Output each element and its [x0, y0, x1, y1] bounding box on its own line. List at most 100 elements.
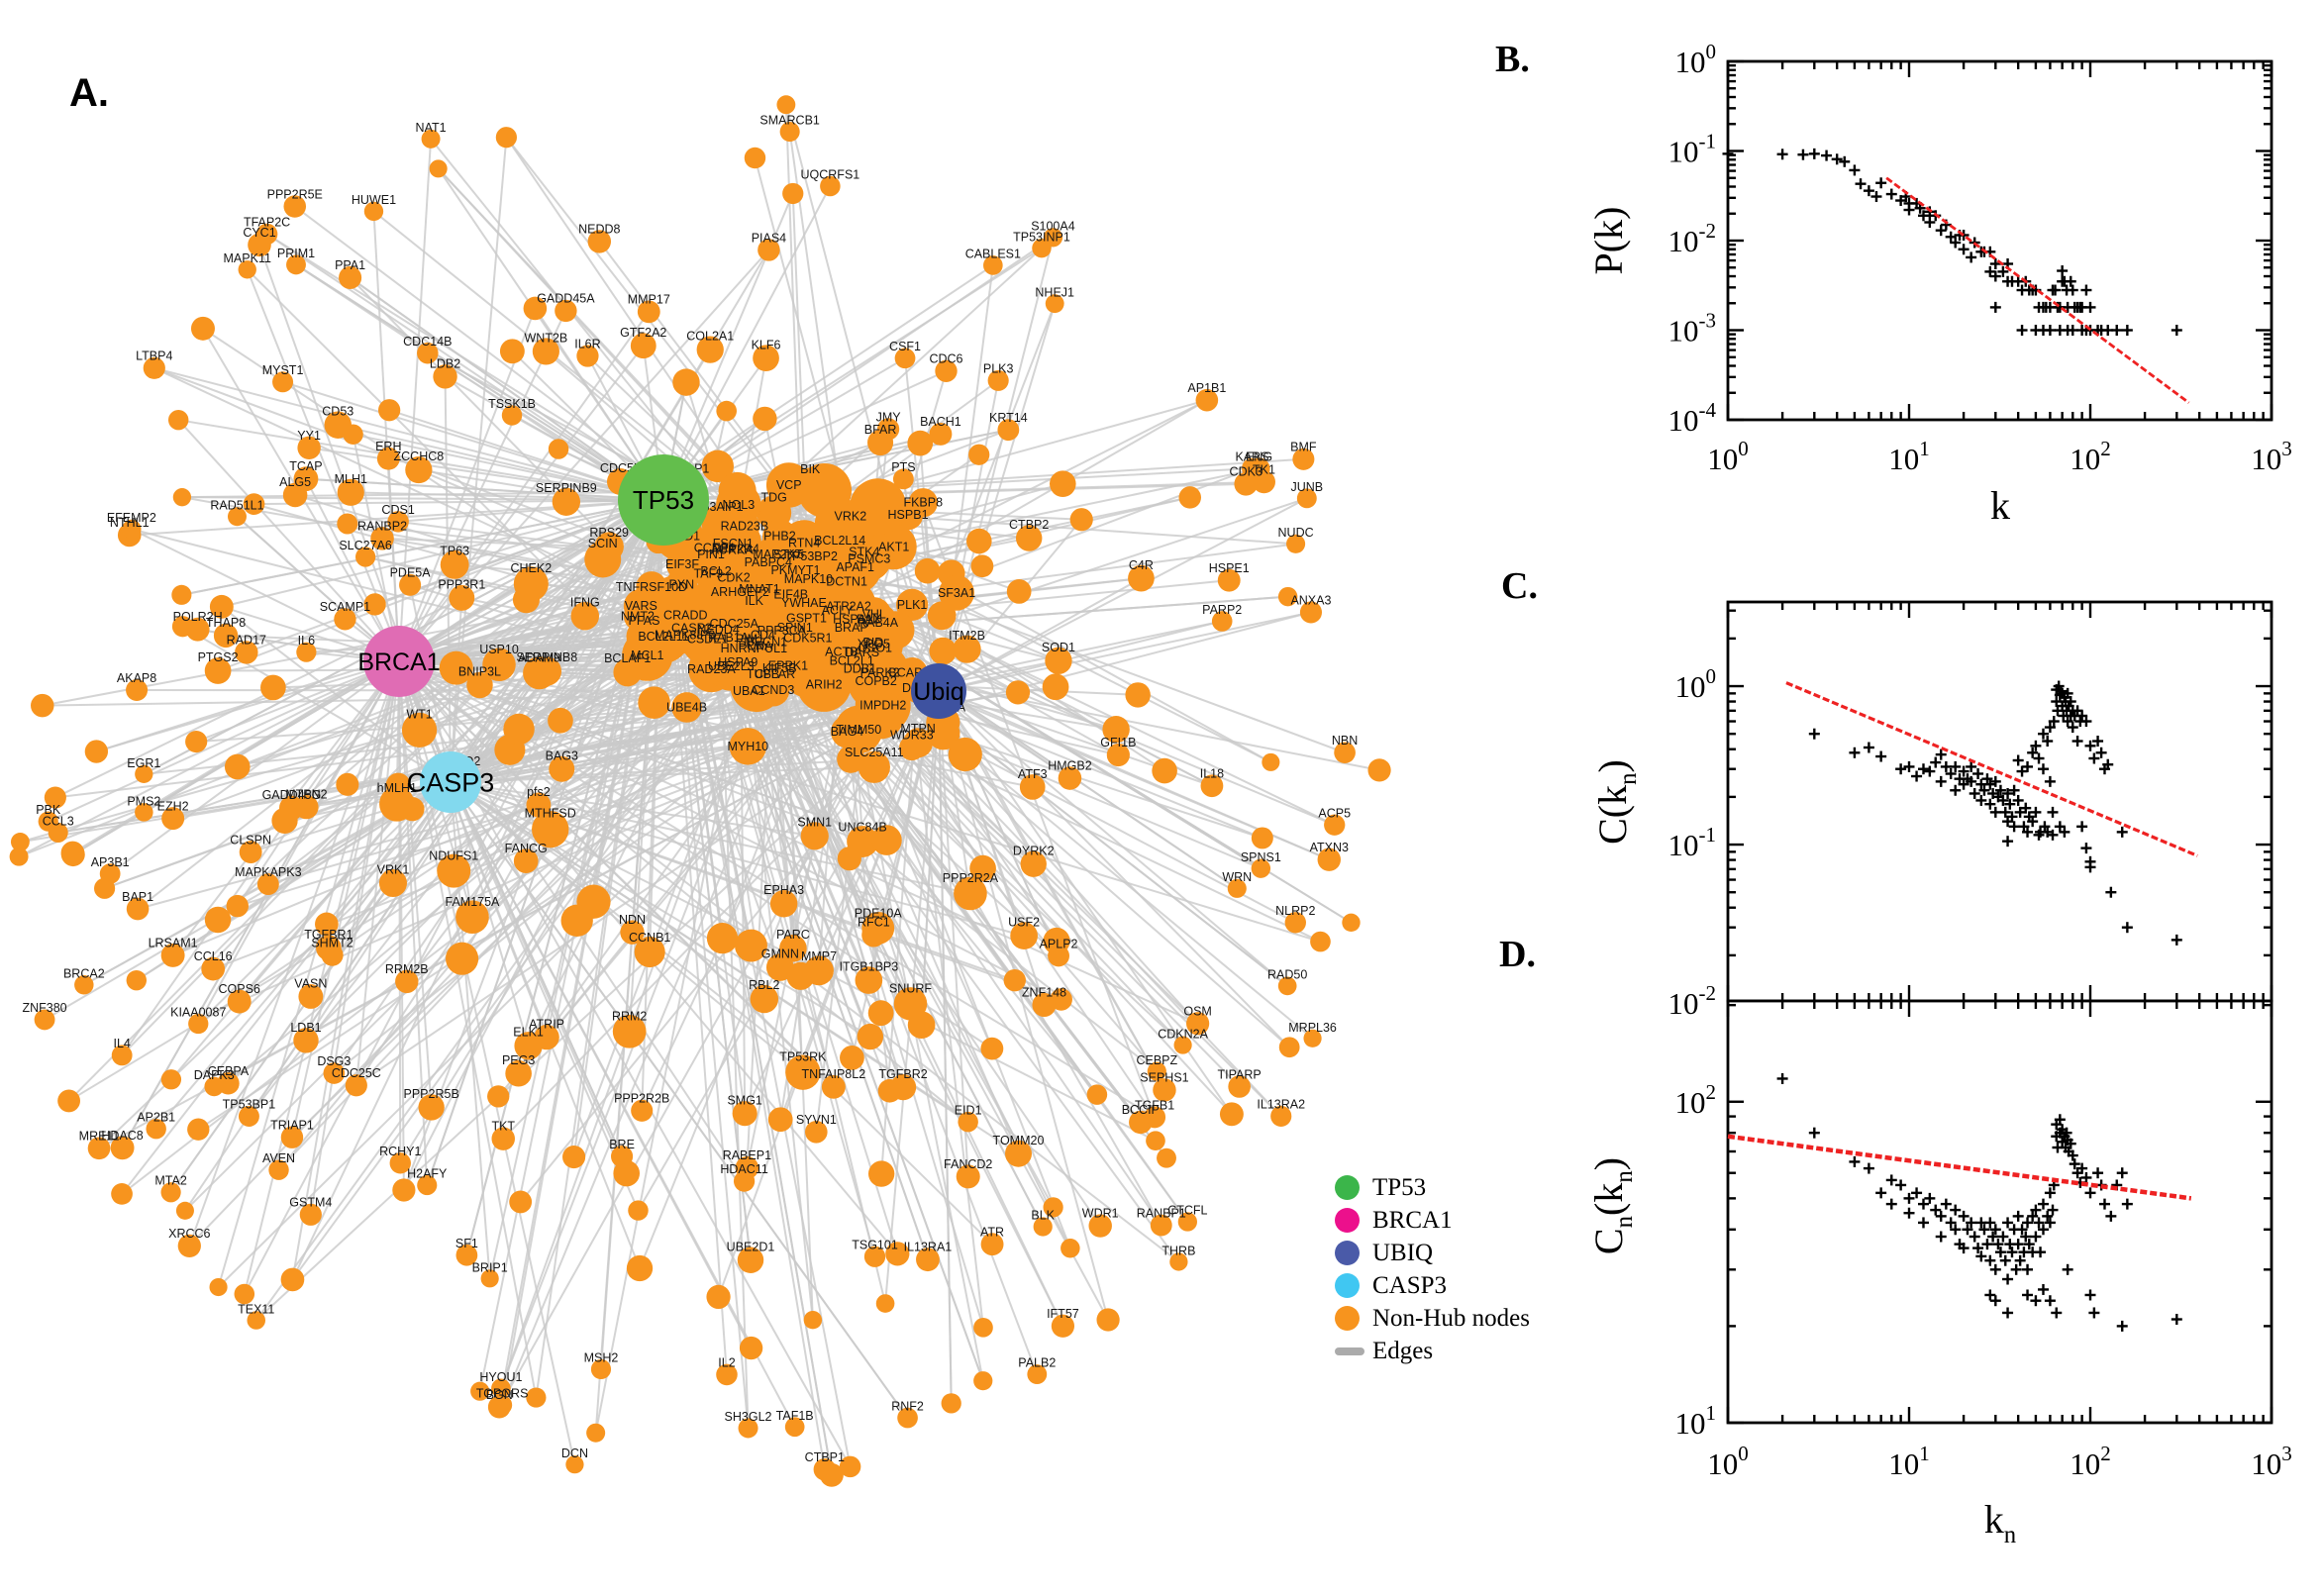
gene-label: S100A4	[1031, 220, 1075, 234]
gene-label: CASP2	[671, 622, 712, 636]
gene-node	[769, 889, 798, 918]
network-edge	[398, 264, 994, 662]
gene-node	[1102, 716, 1130, 744]
gene-label: GADD45A	[537, 292, 595, 306]
gene-label: CSF1	[889, 340, 921, 353]
network-edge	[848, 467, 1260, 555]
gene-node	[837, 847, 861, 871]
gene-label: MCL1	[631, 648, 663, 662]
gene-node	[31, 693, 54, 718]
tick-label: 100	[1675, 40, 1717, 79]
gene-label: OSM	[1183, 1004, 1211, 1018]
gene-node	[38, 811, 58, 832]
gene-node	[171, 584, 192, 605]
gene-node	[336, 772, 359, 796]
gene-node	[1299, 601, 1323, 624]
gene-label: RAD51L1	[210, 499, 263, 513]
gene-node	[980, 1037, 1004, 1060]
gene-label: ERH	[375, 440, 401, 453]
gene-label: CSDE1	[687, 632, 729, 646]
network-edge	[254, 639, 752, 1322]
network-edge	[717, 629, 1098, 1096]
gene-label: AP3B1	[91, 855, 130, 869]
gene-node	[856, 690, 905, 740]
gene-node	[1096, 1308, 1120, 1332]
network-edge	[398, 308, 537, 662]
gene-label: PDE5A	[390, 566, 432, 580]
gene-node	[337, 478, 364, 506]
gene-node	[1042, 673, 1069, 701]
gene-node	[980, 1233, 1004, 1256]
fit-line	[1885, 176, 2190, 404]
gene-node	[732, 1101, 758, 1127]
network-edge	[217, 499, 664, 672]
tick-label: 103	[2251, 1442, 2292, 1481]
gene-label: CRADD	[663, 609, 707, 623]
gene-node	[532, 810, 569, 848]
network-edge	[243, 660, 400, 1295]
gene-label: NLRP2	[1275, 904, 1315, 918]
gene-label: PBK	[36, 803, 61, 817]
gene-node	[1242, 457, 1262, 479]
gene-label: GSPT1	[786, 612, 827, 626]
gene-label: UNC84B	[838, 820, 886, 834]
gene-node	[433, 364, 457, 389]
gene-node	[9, 847, 29, 866]
gene-label: TRIAP1	[270, 1119, 314, 1133]
gene-node	[146, 1118, 166, 1140]
gene-label: CDC6	[929, 352, 962, 366]
gene-node	[969, 854, 996, 882]
gene-node	[60, 841, 85, 865]
gene-label: PIN1	[697, 548, 725, 561]
gene-node	[908, 488, 938, 518]
network-edge	[309, 660, 400, 1215]
gene-node	[378, 399, 401, 422]
gene-node	[512, 586, 540, 614]
gene-label: SERPINB8	[516, 650, 577, 664]
gene-label: GFI1B	[1100, 736, 1136, 749]
gene-node	[363, 593, 386, 616]
gene-label: DAPK3	[194, 1068, 235, 1082]
gene-label: HMGB2	[1048, 759, 1092, 773]
gene-node	[584, 541, 622, 578]
node-swatch-icon	[1335, 1208, 1360, 1233]
gene-node	[247, 1311, 266, 1330]
gene-node	[209, 594, 234, 619]
gene-label: RANBP1	[1137, 1207, 1186, 1221]
gene-label: AURKA	[711, 544, 755, 557]
gene-node	[929, 422, 953, 446]
gene-label: PPP3CA	[758, 624, 807, 638]
network-edge	[938, 303, 1057, 692]
gene-label: IL6	[298, 634, 315, 648]
gene-label: COL2A1	[686, 330, 734, 344]
gene-label: AP2B1	[137, 1111, 175, 1125]
legend-label: Edges	[1372, 1337, 1434, 1364]
gene-node	[735, 929, 767, 962]
network-edge	[938, 237, 1055, 692]
network-edge	[121, 660, 400, 1148]
gene-label: MAPK11	[224, 251, 271, 265]
gene-label: HDAC8	[101, 1129, 143, 1143]
gene-label: SNURF	[889, 982, 932, 996]
gene-label: XPO5	[858, 637, 890, 650]
gene-label: TKT	[491, 1120, 515, 1134]
gene-label: ADAM9	[518, 651, 560, 665]
gene-node	[111, 1045, 133, 1066]
gene-label: PPP2R5B	[404, 1087, 459, 1101]
gene-label: TCAP	[289, 459, 322, 473]
gene-node	[209, 1277, 228, 1297]
gene-node	[779, 121, 800, 143]
gene-node	[260, 674, 286, 701]
gene-label: CYC1	[243, 226, 275, 240]
gene-node	[1334, 742, 1356, 763]
gene-node	[10, 832, 30, 851]
gene-node	[1050, 470, 1076, 497]
gene-label: ZCCHC8	[394, 449, 445, 463]
y-axis-title: C(kn)	[1590, 759, 1642, 845]
tick-label: 10-2	[1668, 981, 1717, 1021]
gene-node	[786, 961, 815, 990]
gene-node	[935, 359, 958, 382]
gene-node	[628, 1200, 649, 1221]
gene-node	[750, 984, 779, 1014]
